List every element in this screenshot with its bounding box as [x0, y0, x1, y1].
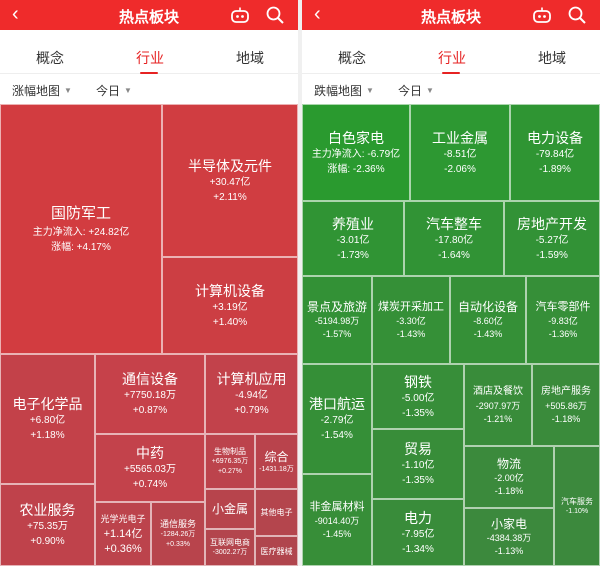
- sector-cell[interactable]: 电力设备 -79.84亿 -1.89%: [510, 104, 600, 201]
- header-bar: ‹ 热点板块: [302, 0, 600, 30]
- category-tabs: 概念 行业 地域: [0, 30, 298, 74]
- tab-region[interactable]: 地域: [236, 50, 264, 66]
- page-title: 热点板块: [420, 9, 481, 26]
- sector-cell[interactable]: 小金属: [205, 489, 255, 529]
- robot-icon[interactable]: [532, 6, 552, 24]
- sector-cell[interactable]: 半导体及元件 +30.47亿 +2.11%: [162, 104, 298, 257]
- sector-cell[interactable]: 钢铁 -5.00亿 -1.35%: [372, 364, 464, 429]
- sector-cell[interactable]: 养殖业 -3.01亿 -1.73%: [302, 201, 404, 276]
- sector-cell[interactable]: 酒店及餐饮 -2907.97万 -1.21%: [464, 364, 532, 446]
- chevron-left-icon[interactable]: ‹: [12, 3, 19, 25]
- page-title: 热点板块: [118, 9, 179, 26]
- tab-region[interactable]: 地域: [538, 50, 566, 66]
- tab-underline: [140, 72, 158, 74]
- tab-industry[interactable]: 行业: [136, 50, 164, 66]
- sector-cell[interactable]: 农业服务 +75.35万 +0.90%: [0, 484, 95, 566]
- period-select[interactable]: 今日 ▼: [398, 84, 434, 98]
- right-panel: ‹ 热点板块 概念 行业 地域 跌幅地图 ▼ 今日 ▼ 白色家电 主力净流入: -6.…: [302, 0, 600, 566]
- sector-cell[interactable]: 工业金属 -8.51亿 -2.06%: [410, 104, 510, 201]
- sector-cell[interactable]: 中药 +5565.03万 +0.74%: [95, 434, 205, 502]
- sector-cell[interactable]: 贸易 -1.10亿 -1.35%: [372, 429, 464, 499]
- caret-down-icon: ▼: [64, 86, 72, 95]
- sector-cell[interactable]: 港口航运 -2.79亿 -1.54%: [302, 364, 372, 474]
- robot-icon[interactable]: [230, 6, 250, 24]
- sector-cell[interactable]: 生物制品 +6976.35万 +0.27%: [205, 434, 255, 489]
- sector-cell[interactable]: 白色家电 主力净流入: -6.79亿 涨幅: -2.36%: [302, 104, 410, 201]
- sector-cell[interactable]: 综合 -1431.18万: [255, 434, 298, 489]
- filter-bar: 涨幅地图 ▼ 今日 ▼: [0, 74, 298, 104]
- map-type-select[interactable]: 涨幅地图 ▼: [12, 84, 72, 98]
- chevron-left-icon[interactable]: ‹: [314, 3, 321, 25]
- sector-cell[interactable]: 汽车零部件 -9.83亿 -1.36%: [526, 276, 600, 364]
- sector-cell[interactable]: 自动化设备 -8.60亿 -1.43%: [450, 276, 526, 364]
- sector-cell[interactable]: 计算机应用 -4.94亿 +0.79%: [205, 354, 298, 434]
- sector-cell[interactable]: 互联网电商 -3002.27万: [205, 529, 255, 566]
- sector-cell[interactable]: 通信服务 -1284.26万 +0.33%: [151, 502, 205, 566]
- sector-cell[interactable]: 汽车整车 -17.80亿 -1.64%: [404, 201, 504, 276]
- sector-cell[interactable]: 电力 -7.95亿 -1.34%: [372, 499, 464, 566]
- period-select[interactable]: 今日 ▼: [96, 84, 132, 98]
- sector-cell[interactable]: 房地产开发 -5.27亿 -1.59%: [504, 201, 600, 276]
- sector-cell[interactable]: 国防军工 主力净流入: +24.82亿 涨幅: +4.17%: [0, 104, 162, 354]
- panel-divider: [298, 0, 302, 566]
- tab-industry[interactable]: 行业: [438, 50, 466, 66]
- search-icon[interactable]: [567, 5, 587, 25]
- left-panel: ‹ 热点板块 概念 行业 地域 涨幅地图 ▼ 今日 ▼ 国防军工 主力净流入: +24…: [0, 0, 298, 566]
- header-bar: ‹ 热点板块: [0, 0, 298, 30]
- caret-down-icon: ▼: [366, 86, 374, 95]
- tab-concept[interactable]: 概念: [338, 50, 366, 66]
- tab-underline: [442, 72, 460, 74]
- sector-cell[interactable]: 电子化学品 +6.80亿 +1.18%: [0, 354, 95, 484]
- caret-down-icon: ▼: [426, 86, 434, 95]
- caret-down-icon: ▼: [124, 86, 132, 95]
- sector-cell[interactable]: 汽车服务 -1.10%: [554, 446, 600, 566]
- search-icon[interactable]: [265, 5, 285, 25]
- sector-cell[interactable]: 计算机设备 +3.19亿 +1.40%: [162, 257, 298, 354]
- sector-cell[interactable]: 景点及旅游 -5194.98万 -1.57%: [302, 276, 372, 364]
- sector-cell[interactable]: 医疗器械: [255, 536, 298, 566]
- sector-cell[interactable]: 物流 -2.00亿 -1.18%: [464, 446, 554, 508]
- sector-cell[interactable]: 非金属材料 -9014.40万 -1.45%: [302, 474, 372, 566]
- fall-heatmap: 白色家电 主力净流入: -6.79亿 涨幅: -2.36% 工业金属 -8.51亿 -2…: [302, 104, 600, 566]
- rise-heatmap: 国防军工 主力净流入: +24.82亿 涨幅: +4.17% 半导体及元件 +30.4…: [0, 104, 298, 566]
- map-type-select[interactable]: 跌幅地图 ▼: [314, 84, 374, 98]
- sector-cell[interactable]: 光学光电子 +1.14亿 +0.36%: [95, 502, 151, 566]
- sector-cell[interactable]: 房地产服务 +505.86万 -1.18%: [532, 364, 600, 446]
- sector-cell[interactable]: 通信设备 +7750.18万 +0.87%: [95, 354, 205, 434]
- sector-cell[interactable]: 其他电子: [255, 489, 298, 536]
- category-tabs: 概念 行业 地域: [302, 30, 600, 74]
- filter-bar: 跌幅地图 ▼ 今日 ▼: [302, 74, 600, 104]
- tab-concept[interactable]: 概念: [36, 50, 64, 66]
- sector-cell[interactable]: 小家电 -4384.38万 -1.13%: [464, 508, 554, 566]
- sector-cell[interactable]: 煤炭开采加工 -3.30亿 -1.43%: [372, 276, 450, 364]
